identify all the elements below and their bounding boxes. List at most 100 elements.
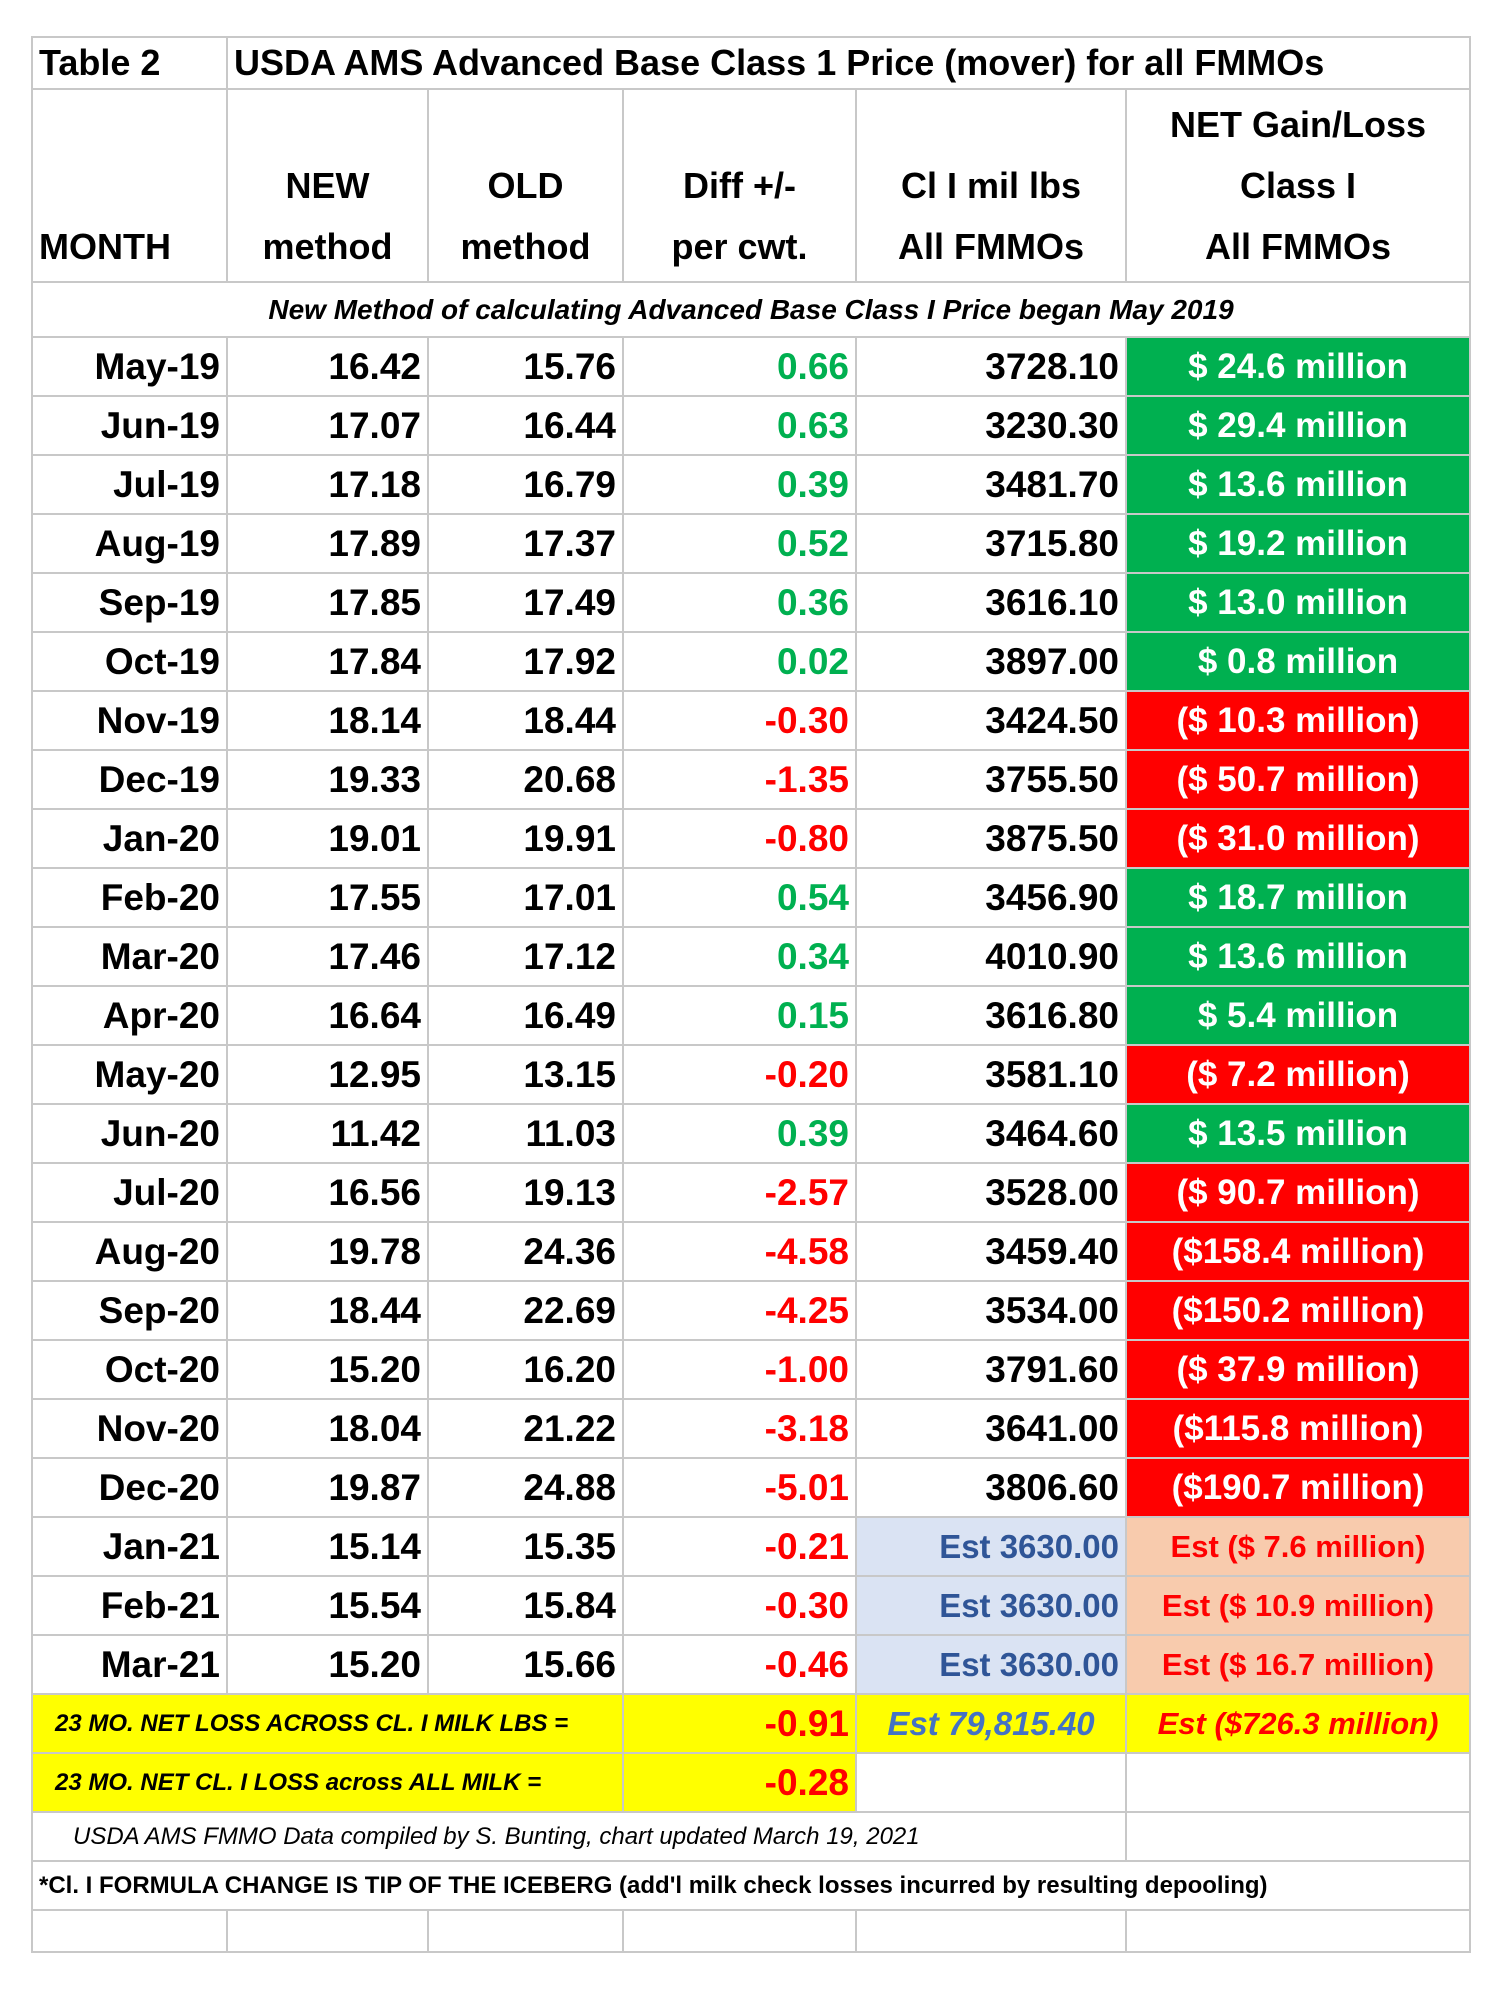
table-body: Table 2 USDA AMS Advanced Base Class 1 Pr… (30, 36, 1472, 1953)
cell: 17.84 (226, 631, 429, 692)
cell: 0.63 (622, 395, 857, 456)
cell: Est 3630.00 (855, 1634, 1127, 1695)
table-row: Jan-21 15.14 15.35 -0.21 Est 3630.00 Est ($ 7… (31, 1516, 1472, 1577)
table-row: Feb-21 15.54 15.84 -0.30 Est 3630.00 Est ($ 1… (31, 1575, 1472, 1636)
cell: -3.18 (622, 1398, 857, 1459)
cell (855, 1752, 1127, 1813)
cell: Est ($ 10.9 million) (1124, 1575, 1472, 1636)
cell: 13.15 (427, 1044, 624, 1105)
column-header: Diff +/- per cwt. (622, 88, 857, 283)
cell: Aug-19 (31, 513, 228, 574)
table-row: Dec-19 19.33 20.68 -1.35 3755.50 ($ 50.7 mill… (31, 749, 1472, 810)
cell: Dec-19 (31, 749, 228, 810)
table-row: Jun-19 17.07 16.44 0.63 3230.30 $ 29.4 millio… (31, 395, 1472, 456)
table-row: Feb-20 17.55 17.01 0.54 3456.90 $ 18.7 millio… (31, 867, 1472, 928)
cell: 15.76 (427, 336, 624, 397)
cell: $ 24.6 million (1124, 336, 1472, 397)
header-line: NET Gain/Loss (1169, 104, 1427, 145)
cell: Nov-19 (31, 690, 228, 751)
cell: 18.44 (427, 690, 624, 751)
cell: 15.20 (226, 1634, 429, 1695)
cell: -0.46 (622, 1634, 857, 1695)
cell: Est 3630.00 (855, 1575, 1127, 1636)
summary-net: Est ($726.3 million) (1124, 1693, 1472, 1754)
cell: -4.58 (622, 1221, 857, 1282)
cell: $ 13.5 million (1124, 1103, 1472, 1164)
header-line: OLD (487, 165, 564, 206)
cell: 3791.60 (855, 1339, 1127, 1400)
cell: $ 19.2 million (1124, 513, 1472, 574)
cell: 24.88 (427, 1457, 624, 1518)
cell: 17.46 (226, 926, 429, 987)
cell: ($ 31.0 million) (1124, 808, 1472, 869)
cell (427, 1909, 624, 1953)
cell: 19.33 (226, 749, 429, 810)
table-row: Jul-20 16.56 19.13 -2.57 3528.00 ($ 90.7 mill… (31, 1162, 1472, 1223)
cell: 3755.50 (855, 749, 1127, 810)
cell: 3456.90 (855, 867, 1127, 928)
cell: 17.92 (427, 631, 624, 692)
cell: ($190.7 million) (1124, 1457, 1472, 1518)
summary-label: 23 MO. NET LOSS ACROSS CL. I MILK LBS = (31, 1693, 624, 1754)
column-header: NEW method (226, 88, 429, 283)
cell: 16.79 (427, 454, 624, 515)
cell: Oct-19 (31, 631, 228, 692)
header-line: Cl I mil lbs (900, 165, 1082, 206)
cell: 19.13 (427, 1162, 624, 1223)
cell: 22.69 (427, 1280, 624, 1341)
cell: 24.36 (427, 1221, 624, 1282)
cell: ($ 90.7 million) (1124, 1162, 1472, 1223)
cell: 17.18 (226, 454, 429, 515)
cell (622, 1909, 857, 1953)
cell: 3230.30 (855, 395, 1127, 456)
cell: 3424.50 (855, 690, 1127, 751)
cell: 11.42 (226, 1103, 429, 1164)
cell: 17.12 (427, 926, 624, 987)
cell: 0.15 (622, 985, 857, 1046)
cell: ($150.2 million) (1124, 1280, 1472, 1341)
cell: 3528.00 (855, 1162, 1127, 1223)
cell: 3806.60 (855, 1457, 1127, 1518)
cell (1124, 1811, 1472, 1862)
cell: 3459.40 (855, 1221, 1127, 1282)
cell: 19.78 (226, 1221, 429, 1282)
table-row: USDA AMS FMMO Data compiled by S. Buntin… (31, 1811, 1472, 1862)
cell: -0.30 (622, 1575, 857, 1636)
cell: -0.20 (622, 1044, 857, 1105)
cell: 17.37 (427, 513, 624, 574)
table-row: Jul-19 17.18 16.79 0.39 3481.70 $ 13.6 millio… (31, 454, 1472, 515)
table-row: Mar-21 15.20 15.66 -0.46 Est 3630.00 Est ($ 1… (31, 1634, 1472, 1695)
cell (855, 1909, 1127, 1953)
cell: Oct-20 (31, 1339, 228, 1400)
cell: 3481.70 (855, 454, 1127, 515)
table-row: Jun-20 11.42 11.03 0.39 3464.60 $ 13.5 millio… (31, 1103, 1472, 1164)
cell: 16.20 (427, 1339, 624, 1400)
cell: 12.95 (226, 1044, 429, 1105)
column-header: MONTH (31, 88, 228, 283)
cell: 11.03 (427, 1103, 624, 1164)
table-row: 23 MO. NET CL. I LOSS across ALL MILK = -… (31, 1752, 1472, 1813)
source-note: USDA AMS FMMO Data compiled by S. Buntin… (31, 1811, 1127, 1862)
cell: -0.30 (622, 690, 857, 751)
header-line: All FMMOs (1205, 226, 1392, 267)
table-row: Table 2 USDA AMS Advanced Base Class 1 Pr… (31, 36, 1472, 90)
cell: Feb-20 (31, 867, 228, 928)
summary-label: 23 MO. NET CL. I LOSS across ALL MILK = (31, 1752, 624, 1813)
cell: 21.22 (427, 1398, 624, 1459)
cell: 0.39 (622, 454, 857, 515)
summary-diff: -0.28 (622, 1752, 857, 1813)
header-line: Class I (1239, 165, 1357, 206)
cell: -1.00 (622, 1339, 857, 1400)
cell: 3464.60 (855, 1103, 1127, 1164)
cell (226, 1909, 429, 1953)
cell: 3581.10 (855, 1044, 1127, 1105)
column-header: Cl I mil lbs All FMMOs (855, 88, 1127, 283)
cell: -5.01 (622, 1457, 857, 1518)
summary-lbs: Est 79,815.40 (855, 1693, 1127, 1754)
column-header: OLD method (427, 88, 624, 283)
table-row: May-19 16.42 15.76 0.66 3728.10 $ 24.6 millio… (31, 336, 1472, 397)
cell: 19.91 (427, 808, 624, 869)
cell: ($158.4 million) (1124, 1221, 1472, 1282)
cell: 15.14 (226, 1516, 429, 1577)
cell: $ 18.7 million (1124, 867, 1472, 928)
